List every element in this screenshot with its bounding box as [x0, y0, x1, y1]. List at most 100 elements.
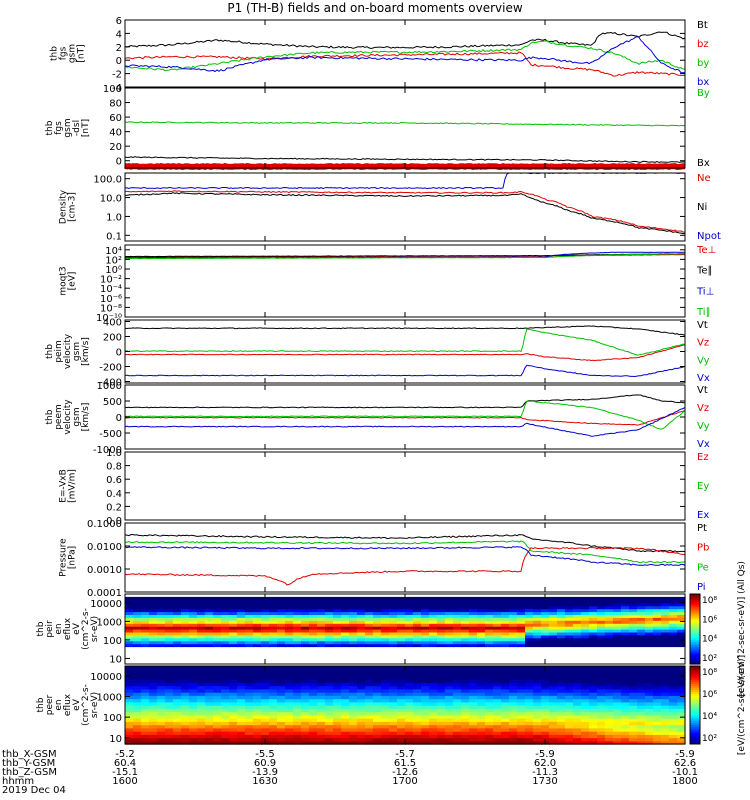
- heatmap-cell: [173, 708, 182, 713]
- colorbar-segment: [690, 740, 700, 743]
- heatmap-cell: [389, 740, 398, 745]
- heatmap-cell: [229, 602, 238, 607]
- heatmap-cell: [597, 637, 606, 642]
- heatmap-cell: [157, 734, 166, 739]
- heatmap-cell: [557, 596, 566, 601]
- heatmap-cell: [373, 605, 382, 610]
- heatmap-cell: [365, 617, 374, 621]
- heatmap-cell: [621, 734, 630, 739]
- heatmap-cell: [213, 640, 222, 645]
- colorbar-segment: [690, 615, 700, 618]
- heatmap-cell: [349, 599, 358, 604]
- heatmap-cell: [637, 620, 646, 624]
- heatmap-cell: [317, 637, 326, 642]
- heatmap-cell: [133, 721, 142, 726]
- heatmap-cell: [597, 605, 606, 610]
- heatmap-cell: [621, 721, 630, 726]
- heatmap-cell: [413, 666, 422, 670]
- heatmap-cell: [261, 629, 270, 633]
- heatmap-cell: [501, 629, 510, 633]
- heatmap-cell: [293, 626, 302, 630]
- heatmap-cell: [149, 637, 158, 642]
- heatmap-cell: [645, 611, 654, 615]
- heatmap-cell: [389, 623, 398, 627]
- heatmap-cell: [245, 669, 254, 674]
- colorbar-segment: [690, 697, 700, 700]
- heatmap-cell: [237, 614, 246, 618]
- heatmap-cell: [285, 614, 294, 618]
- heatmap-cell: [221, 666, 230, 670]
- heatmap-cell: [653, 672, 662, 677]
- heatmap-cell: [525, 602, 534, 607]
- heatmap-cell: [269, 714, 278, 719]
- heatmap-cell: [589, 721, 598, 726]
- heatmap-cell: [397, 637, 406, 642]
- heatmap-cell: [197, 705, 206, 709]
- heatmap-cell: [197, 672, 206, 677]
- heatmap-cell: [493, 682, 502, 687]
- panel-frame: [124, 522, 686, 593]
- y-tick-label: 0.6: [106, 475, 122, 486]
- heatmap-cell: [549, 669, 558, 674]
- heatmap-cell: [589, 617, 598, 621]
- heatmap-cell: [173, 718, 182, 722]
- heatmap-cell: [261, 708, 270, 713]
- heatmap-cell: [277, 631, 286, 636]
- colorbar-segment: [690, 616, 700, 620]
- heatmap-cell: [285, 737, 294, 742]
- heatmap-cell: [229, 724, 238, 729]
- heatmap-cell: [477, 705, 486, 709]
- heatmap-cell: [157, 695, 166, 700]
- heatmap-cell: [165, 727, 174, 732]
- heatmap-cell: [157, 643, 166, 648]
- heatmap-cell: [565, 692, 574, 696]
- y-axis-label-line: [mV/m]: [68, 469, 78, 503]
- heatmap-cell: [317, 688, 326, 693]
- heatmap-cell: [397, 708, 406, 713]
- heatmap-cell: [133, 640, 142, 645]
- heatmap-cell: [133, 602, 142, 607]
- heatmap-cell: [197, 708, 206, 713]
- heatmap-cell: [501, 626, 510, 630]
- heatmap-cell: [357, 611, 366, 615]
- heatmap-cell: [525, 614, 534, 618]
- heatmap-cell: [293, 602, 302, 607]
- heatmap-cell: [285, 637, 294, 642]
- heatmap-cell: [245, 672, 254, 677]
- heatmap-cell: [405, 637, 414, 642]
- heatmap-cell: [173, 611, 182, 615]
- heatmap-cell: [541, 629, 550, 633]
- heatmap-cell: [197, 596, 206, 601]
- heatmap-cell: [429, 685, 438, 690]
- colorbar-segment: [690, 695, 700, 698]
- heatmap-cell: [189, 599, 198, 604]
- heatmap-cell: [181, 637, 190, 642]
- heatmap-cell: [173, 631, 182, 636]
- heatmap-cell: [285, 666, 294, 670]
- heatmap-cell: [445, 679, 454, 683]
- heatmap-cell: [133, 599, 142, 604]
- heatmap-cell: [437, 721, 446, 726]
- heatmap-cell: [277, 605, 286, 610]
- heatmap-cell: [605, 731, 614, 735]
- heatmap-cell: [381, 599, 390, 604]
- heatmap-cell: [453, 637, 462, 642]
- y-tick-label: 500: [103, 397, 122, 408]
- heatmap-cell: [437, 626, 446, 630]
- heatmap-cell: [157, 714, 166, 719]
- heatmap-cell: [637, 605, 646, 610]
- heatmap-cell: [477, 623, 486, 627]
- heatmap-cell: [389, 669, 398, 674]
- heatmap-cell: [397, 740, 406, 745]
- heatmap-cell: [221, 608, 230, 613]
- heatmap-cell: [373, 727, 382, 732]
- heatmap-cell: [445, 617, 454, 621]
- heatmap-cell: [589, 626, 598, 630]
- heatmap-cell: [125, 701, 134, 706]
- heatmap-cell: [301, 714, 310, 719]
- heatmap-cell: [397, 640, 406, 645]
- heatmap-cell: [669, 692, 678, 696]
- heatmap-cell: [205, 623, 214, 627]
- heatmap-cell: [261, 608, 270, 613]
- heatmap-cell: [237, 698, 246, 703]
